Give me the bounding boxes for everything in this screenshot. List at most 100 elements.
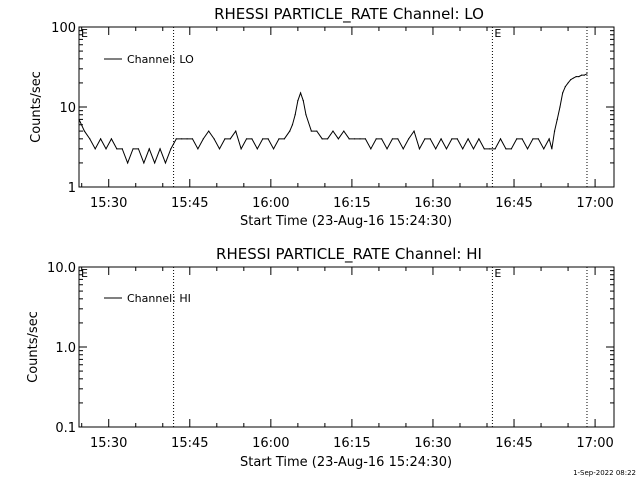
data-point (289, 130, 291, 132)
data-point (213, 138, 215, 140)
data-point (556, 118, 558, 120)
data-point (267, 138, 269, 140)
data-point (370, 148, 372, 150)
x-axis: 15:30 15:45 16:00 16:15 16:30 16:45 17:00 (81, 27, 614, 211)
data-point (78, 118, 80, 120)
data-point (302, 100, 304, 102)
data-point (337, 138, 339, 140)
data-point (332, 130, 334, 132)
data-point (110, 138, 113, 140)
data-point (245, 138, 248, 140)
data-point (494, 148, 496, 150)
data-point (435, 148, 437, 150)
data-point (562, 92, 564, 94)
data-point (127, 162, 129, 164)
data-point (105, 148, 107, 150)
data-point (526, 148, 529, 150)
y-axis-label: Counts/sec (26, 311, 41, 383)
y-tick-label: 100 (51, 21, 76, 36)
data-point (572, 77, 575, 79)
y-tick-label: 1 (68, 181, 76, 196)
data-point (548, 138, 550, 140)
chart-panel-lo: RHESSI PARTICLE_RATE Channel: LO 110100 … (29, 5, 615, 229)
x-tick-label: 15:45 (171, 436, 208, 451)
data-point (197, 148, 199, 150)
data-point (364, 138, 367, 140)
data-point (440, 138, 442, 140)
data-point (551, 148, 553, 150)
data-point (148, 148, 150, 150)
x-axis-label: Start Time (23-Aug-16 15:24:30) (240, 455, 452, 470)
start-marker-label: E (81, 267, 88, 280)
data-point (445, 148, 448, 150)
start-marker-label: E (81, 27, 88, 40)
data-point (316, 130, 318, 132)
data-point (251, 138, 253, 140)
y-tick-label: 0.1 (55, 421, 76, 436)
data-point (283, 138, 285, 140)
data-point (467, 138, 469, 140)
data-point (456, 138, 458, 140)
y-axis: 1 10 100 (51, 21, 614, 196)
plot-frame (78, 26, 615, 188)
data-point (586, 73, 588, 75)
data-point (478, 138, 480, 140)
x-axis: 15:30 15:45 16:00 16:15 16:30 16:45 17:00 (81, 267, 614, 451)
data-point (100, 138, 102, 140)
event-marker-label: E (494, 27, 501, 40)
legend: Channel: HI (104, 292, 191, 305)
data-point (418, 148, 421, 150)
plot-frame (78, 266, 615, 428)
data-point (489, 148, 491, 150)
data-point (94, 148, 96, 150)
legend-label: Channel: LO (127, 53, 194, 66)
data-point (175, 138, 177, 140)
data-point (354, 138, 356, 140)
data-point (583, 74, 585, 76)
event-marker-label: E (494, 267, 501, 280)
data-point (291, 124, 294, 126)
data-point (181, 138, 183, 140)
data-point (159, 148, 161, 150)
data-point (381, 138, 383, 140)
data-point (483, 148, 485, 150)
data-point (170, 148, 172, 150)
data-point (89, 138, 91, 140)
data-point (532, 138, 534, 140)
data-point (278, 138, 280, 140)
data-point (424, 138, 426, 140)
data-point (578, 75, 580, 78)
x-tick-label: 16:30 (414, 436, 451, 451)
data-point (408, 138, 410, 140)
y-axis-label: Counts/sec (29, 71, 44, 143)
data-point (186, 138, 188, 140)
x-axis-label: Start Time (23-Aug-16 15:24:30) (240, 214, 452, 229)
series-line-lo (78, 73, 588, 165)
data-point (154, 162, 156, 164)
data-point (132, 148, 134, 150)
data-point (510, 148, 512, 150)
y-tick-label: 10 (59, 101, 76, 116)
data-point (516, 138, 518, 140)
data-point (202, 138, 204, 140)
data-point (564, 85, 566, 88)
data-point (240, 148, 242, 150)
data-point (375, 138, 377, 140)
x-tick-label: 16:00 (252, 436, 289, 451)
y-tick-label: 10.0 (47, 261, 76, 276)
data-point (326, 138, 329, 140)
data-point (191, 138, 194, 140)
data-point (567, 82, 569, 84)
data-point (224, 138, 226, 140)
data-point (262, 138, 264, 140)
chart-title: RHESSI PARTICLE_RATE Channel: LO (214, 5, 484, 24)
x-tick-label: 15:30 (90, 196, 127, 211)
x-tick-label: 16:30 (414, 196, 451, 211)
data-point (559, 106, 561, 108)
x-tick-label: 16:15 (333, 196, 370, 211)
data-point (229, 138, 231, 140)
data-point (397, 138, 399, 140)
x-tick-label: 16:00 (252, 196, 289, 211)
data-point (359, 138, 361, 140)
legend-label: Channel: HI (127, 292, 191, 305)
